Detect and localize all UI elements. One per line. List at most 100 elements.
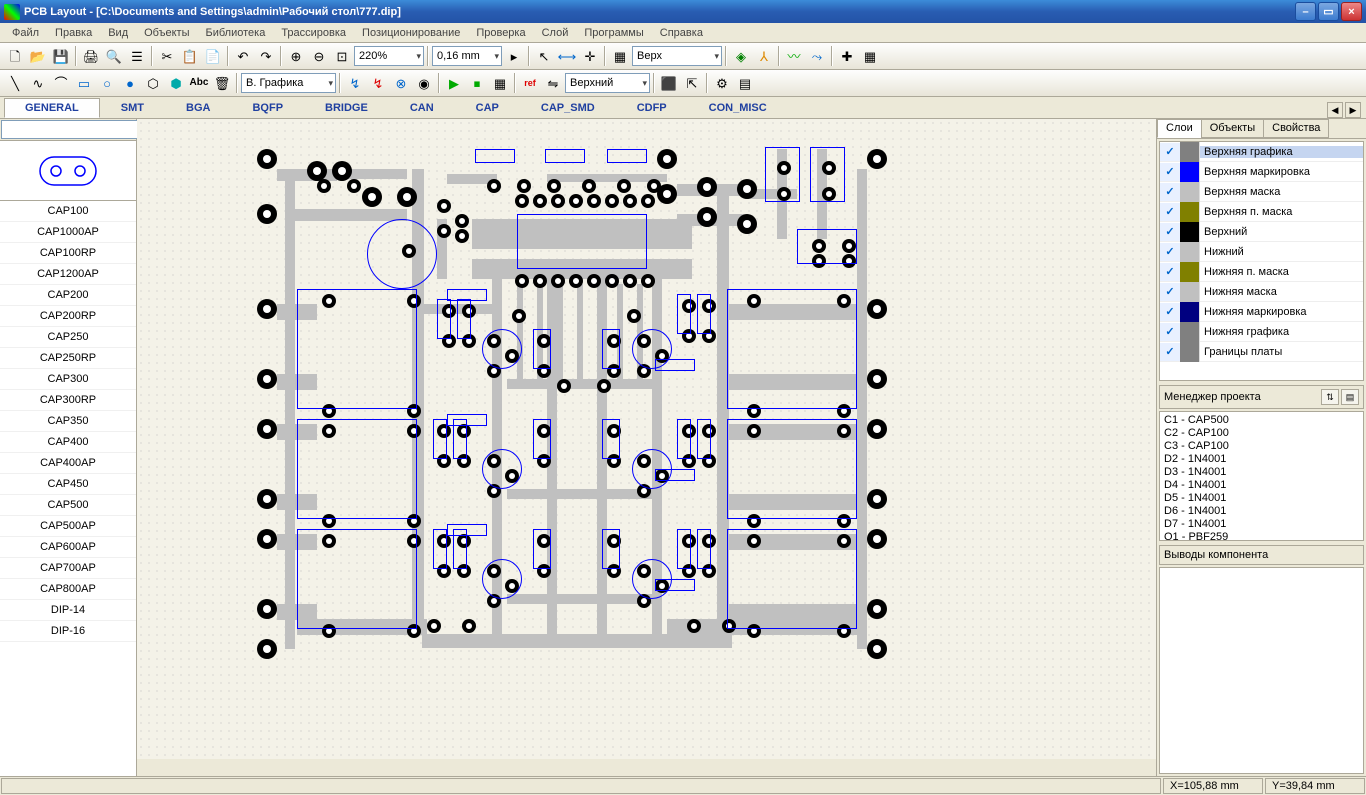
project-item[interactable]: D5 - 1N4001	[1162, 492, 1361, 505]
component-cap500[interactable]: CAP500	[0, 495, 136, 516]
menu-правка[interactable]: Правка	[47, 25, 100, 41]
project-item[interactable]: D4 - 1N4001	[1162, 479, 1361, 492]
layer-color-swatch[interactable]	[1180, 322, 1200, 342]
route-manual-button[interactable]: ↯	[344, 72, 366, 94]
layer-row[interactable]: ✓ Нижняя маска	[1160, 282, 1363, 302]
panel-tab-Слои[interactable]: Слои	[1157, 119, 1202, 138]
layer-row[interactable]: ✓ Нижний	[1160, 242, 1363, 262]
export-button[interactable]: ⇱	[681, 72, 703, 94]
layer-name[interactable]: Верхний	[1200, 226, 1363, 238]
minimize-button[interactable]: –	[1295, 2, 1316, 21]
component-cap500ap[interactable]: CAP500AP	[0, 516, 136, 537]
layer-name[interactable]: Верхняя п. маска	[1200, 206, 1363, 218]
layer-visible-check[interactable]: ✓	[1160, 243, 1180, 261]
layer-color-swatch[interactable]	[1180, 162, 1200, 182]
lib-tab-cap_smd[interactable]: CAP_SMD	[520, 98, 616, 118]
fill-ellipse-tool[interactable]: ●	[119, 72, 141, 94]
layer-combo-2[interactable]: Верхний	[565, 73, 650, 93]
shape-layer-combo[interactable]: В. Графика	[241, 73, 336, 93]
layer-visible-check[interactable]: ✓	[1160, 203, 1180, 221]
layer-visible-check[interactable]: ✓	[1160, 303, 1180, 321]
zoom-fit-button[interactable]: ⊡	[331, 45, 353, 67]
lib-tab-general[interactable]: GENERAL	[4, 98, 100, 118]
tab-prev-button[interactable]: ◀	[1327, 102, 1343, 118]
component-cap200[interactable]: CAP200	[0, 285, 136, 306]
rect-tool[interactable]: ▭	[73, 72, 95, 94]
open-button[interactable]: 📂	[27, 45, 49, 67]
component-cap250rp[interactable]: CAP250RP	[0, 348, 136, 369]
layer-visible-check[interactable]: ✓	[1160, 283, 1180, 301]
menu-объекты[interactable]: Объекты	[136, 25, 197, 41]
lib-tab-smt[interactable]: SMT	[100, 98, 165, 118]
component-cap1000ap[interactable]: CAP1000AP	[0, 222, 136, 243]
menu-вид[interactable]: Вид	[100, 25, 136, 41]
lib-tab-bqfp[interactable]: BQFP	[231, 98, 304, 118]
project-item[interactable]: D6 - 1N4001	[1162, 505, 1361, 518]
component-cap400ap[interactable]: CAP400AP	[0, 453, 136, 474]
lib-tab-bga[interactable]: BGA	[165, 98, 231, 118]
drc-button[interactable]: ◈	[730, 45, 752, 67]
layer-name[interactable]: Нижняя маркировка	[1200, 306, 1363, 318]
save-button[interactable]: 💾	[50, 45, 72, 67]
menu-библиотека[interactable]: Библиотека	[198, 25, 274, 41]
undo-button[interactable]: ↶	[232, 45, 254, 67]
menu-программы[interactable]: Программы	[576, 25, 651, 41]
layer-color-swatch[interactable]	[1180, 242, 1200, 262]
layer-color-swatch[interactable]	[1180, 202, 1200, 222]
panel-tab-Свойства[interactable]: Свойства	[1263, 119, 1329, 138]
grid-button[interactable]: ▦	[859, 45, 881, 67]
layer-visible-check[interactable]: ✓	[1160, 263, 1180, 281]
layer-row[interactable]: ✓ Нижняя п. маска	[1160, 262, 1363, 282]
component-cap200rp[interactable]: CAP200RP	[0, 306, 136, 327]
component-cap400[interactable]: CAP400	[0, 432, 136, 453]
lib-tab-cap[interactable]: CAP	[455, 98, 520, 118]
unroute-button[interactable]: ⤳	[806, 45, 828, 67]
layer-name[interactable]: Нижняя графика	[1200, 326, 1363, 338]
measure-button[interactable]: ⟷	[556, 45, 578, 67]
mirror-button[interactable]: ⇋	[542, 72, 564, 94]
ellipse-tool[interactable]: ○	[96, 72, 118, 94]
maximize-button[interactable]: ▭	[1318, 2, 1339, 21]
text-tool[interactable]: Abc	[188, 72, 210, 94]
layer-row[interactable]: ✓ Верхняя маска	[1160, 182, 1363, 202]
layer-visible-check[interactable]: ✓	[1160, 163, 1180, 181]
copy-button[interactable]: 📋	[179, 45, 201, 67]
layer-color-swatch[interactable]	[1180, 342, 1200, 362]
project-filter-button[interactable]: ▤	[1341, 389, 1359, 405]
tab-next-button[interactable]: ▶	[1345, 102, 1361, 118]
component-dip-14[interactable]: DIP-14	[0, 600, 136, 621]
menu-справка[interactable]: Справка	[652, 25, 711, 41]
component-cap300rp[interactable]: CAP300RP	[0, 390, 136, 411]
project-item[interactable]: D2 - 1N4001	[1162, 453, 1361, 466]
layer-name[interactable]: Нижняя п. маска	[1200, 266, 1363, 278]
layers-list[interactable]: ✓ Верхняя графика✓ Верхняя маркировка✓ В…	[1159, 141, 1364, 381]
component-cap700ap[interactable]: CAP700AP	[0, 558, 136, 579]
component-cap600ap[interactable]: CAP600AP	[0, 537, 136, 558]
polyline-tool[interactable]: ∿	[27, 72, 49, 94]
route-edit-button[interactable]: ↯	[367, 72, 389, 94]
layer-visible-check[interactable]: ✓	[1160, 323, 1180, 341]
preview-button[interactable]: 🔍	[103, 45, 125, 67]
component-cap100rp[interactable]: CAP100RP	[0, 243, 136, 264]
layer-name[interactable]: Нижний	[1200, 246, 1363, 258]
layer-color-swatch[interactable]	[1180, 262, 1200, 282]
new-button[interactable]: 🗋	[4, 45, 26, 67]
grid-combo[interactable]: 0,16 mm	[432, 46, 502, 66]
layer-row[interactable]: ✓ Верхняя п. маска	[1160, 202, 1363, 222]
layer-visible-check[interactable]: ✓	[1160, 223, 1180, 241]
close-button[interactable]: ×	[1341, 2, 1362, 21]
layer-row[interactable]: ✓ Нижняя маркировка	[1160, 302, 1363, 322]
title-block-button[interactable]: ☰	[126, 45, 148, 67]
menu-позиционирование[interactable]: Позиционирование	[354, 25, 468, 41]
place-button[interactable]: ✚	[836, 45, 858, 67]
project-item[interactable]: Q1 - PBF259	[1162, 531, 1361, 541]
zoom-combo[interactable]: 220%	[354, 46, 424, 66]
zoom-out-button[interactable]: ⊖	[308, 45, 330, 67]
layer-color-swatch[interactable]	[1180, 142, 1200, 162]
project-item[interactable]: D3 - 1N4001	[1162, 466, 1361, 479]
layer-name[interactable]: Верхняя маска	[1200, 186, 1363, 198]
component-cap250[interactable]: CAP250	[0, 327, 136, 348]
via-button[interactable]: ⊗	[390, 72, 412, 94]
component-cap450[interactable]: CAP450	[0, 474, 136, 495]
component-list[interactable]: CAP100CAP1000APCAP100RPCAP1200APCAP200CA…	[0, 201, 136, 776]
